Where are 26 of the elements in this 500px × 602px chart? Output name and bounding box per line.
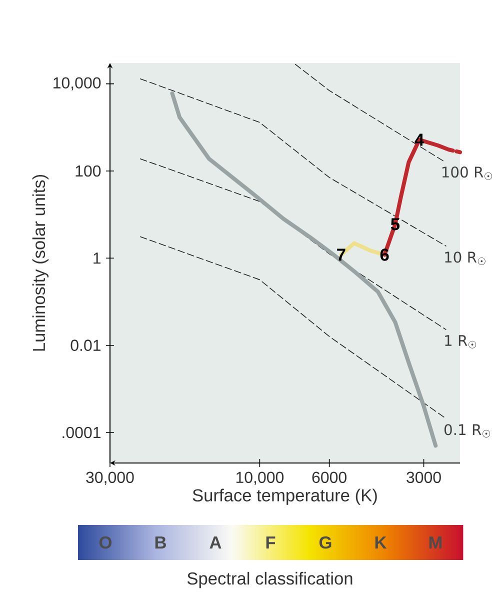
series-label: 0.1 R$_{☉}$ (444, 424, 490, 438)
x-tick-label: 3000 (406, 472, 441, 484)
text: M (429, 536, 442, 548)
y-tick-label: 0.01 (70, 340, 100, 351)
y-tick-label: 10,000 (54, 77, 101, 90)
series-label: 1 R$_{☉}$ (445, 335, 476, 348)
text: A (210, 536, 222, 548)
text: F (266, 536, 276, 548)
y-tick-label: 100 (76, 165, 101, 177)
x-tick-label: 30,000 (86, 472, 134, 485)
text: O (99, 536, 112, 549)
annotation: 5 (390, 218, 400, 230)
y-tick-label: .0001 (62, 426, 100, 438)
x-tick-label: 10,000 (236, 472, 284, 485)
text: G (319, 536, 332, 549)
y-tick-label: 1 (94, 252, 100, 264)
x-axis-title: Surface temperature (K) (192, 488, 377, 505)
series-label: 100 R$_{☉}$ (442, 166, 492, 180)
y-axis-title: Luminosity (solar units) (32, 175, 49, 351)
annotation: 6 (380, 248, 389, 261)
text: B (155, 536, 166, 548)
text: Spectral classification (187, 572, 352, 588)
text: K (375, 536, 387, 548)
series-label: 10 R$_{☉}$ (445, 252, 486, 265)
annotation: 7 (337, 248, 346, 261)
x-tick-label: 6000 (312, 472, 346, 484)
